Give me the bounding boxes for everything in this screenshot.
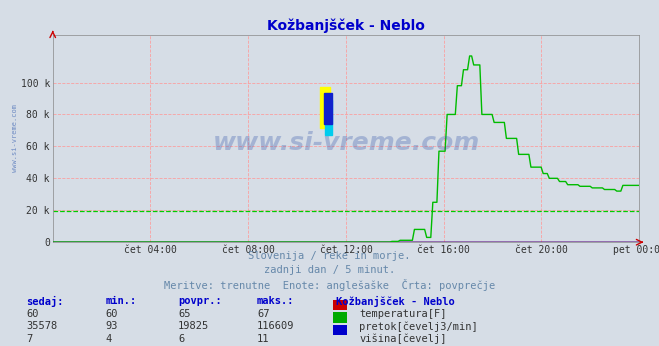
Text: www.si-vreme.com: www.si-vreme.com [12,104,18,172]
Text: 60: 60 [105,309,118,319]
Text: 11: 11 [257,334,270,344]
Text: Kožbanjšček - Neblo: Kožbanjšček - Neblo [336,296,455,307]
Text: 19825: 19825 [178,321,209,331]
Text: povpr.:: povpr.: [178,296,221,306]
Bar [320,86,330,128]
Text: temperatura[F]: temperatura[F] [359,309,447,319]
Text: 60: 60 [26,309,39,319]
Text: 67: 67 [257,309,270,319]
Text: www.si-vreme.com: www.si-vreme.com [212,130,480,155]
Text: sedaj:: sedaj: [26,296,64,307]
Text: maks.:: maks.: [257,296,295,306]
Text: Slovenija / reke in morje.: Slovenija / reke in morje. [248,251,411,261]
Text: 35578: 35578 [26,321,57,331]
Text: 6: 6 [178,334,184,344]
Text: 93: 93 [105,321,118,331]
Text: zadnji dan / 5 minut.: zadnji dan / 5 minut. [264,265,395,275]
Text: 116609: 116609 [257,321,295,331]
Text: Meritve: trenutne  Enote: anglešaške  Črta: povprečje: Meritve: trenutne Enote: anglešaške Črta… [164,279,495,291]
Text: min.:: min.: [105,296,136,306]
Text: 4: 4 [105,334,111,344]
Text: pretok[čevelj3/min]: pretok[čevelj3/min] [359,321,478,331]
Text: 65: 65 [178,309,190,319]
Bar [325,100,332,136]
Bar [324,93,331,124]
Title: Kožbanjšček - Neblo: Kožbanjšček - Neblo [267,19,425,34]
Text: višina[čevelj]: višina[čevelj] [359,334,447,344]
Text: 7: 7 [26,334,32,344]
